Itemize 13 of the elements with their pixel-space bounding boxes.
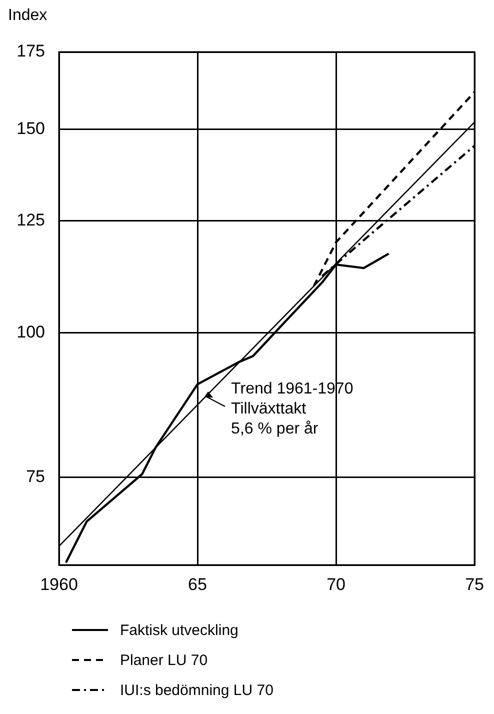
x-tick-label: 1960 [40,574,78,594]
x-tick-label: 75 [465,574,484,594]
x-tick-label: 70 [326,574,346,594]
y-tick-label: 150 [16,119,45,138]
x-tick-label: 65 [188,574,207,594]
y-tick-label: 75 [26,467,45,486]
y-tick-label: 100 [16,322,45,342]
legend-label: IUI:s bedömning LU 70 [120,682,274,698]
y-tick-label: 125 [16,210,45,230]
legend-label: Planer LU 70 [120,652,208,668]
legend-label: Faktisk utveckling [120,622,238,638]
y-axis-title: Index [8,7,48,24]
y-tick-label: 175 [16,42,45,61]
